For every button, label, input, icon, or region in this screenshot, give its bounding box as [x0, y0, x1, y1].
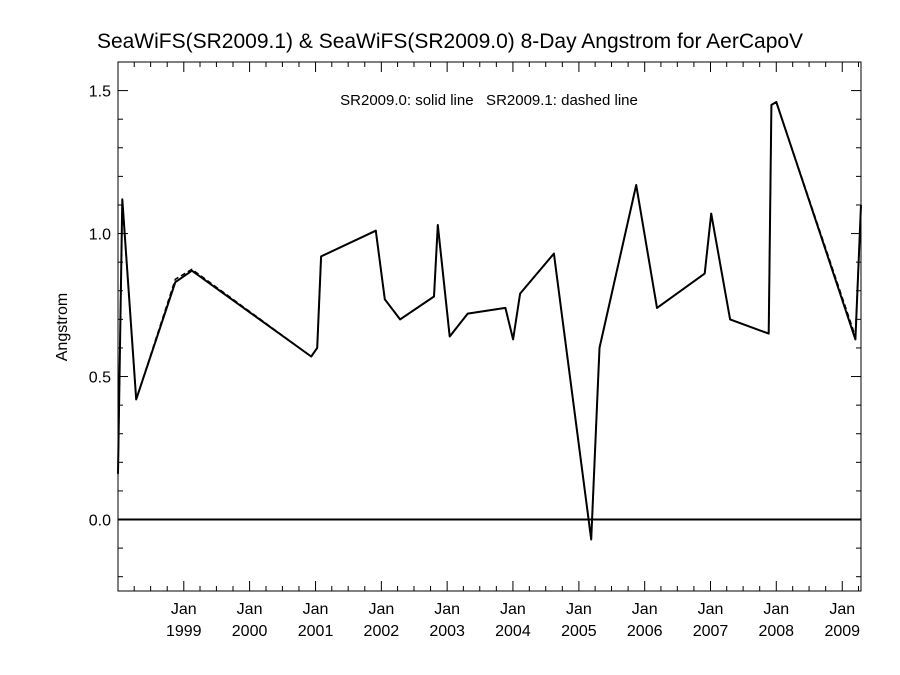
x-tick-year-label: 2004 [495, 623, 531, 640]
line-style-annotation: SR2009.0: solid line SR2009.1: dashed li… [340, 92, 638, 109]
x-tick-year-label: 2001 [298, 623, 334, 640]
x-tick-month-label: Jan [434, 601, 460, 618]
x-tick-month-label: Jan [698, 601, 724, 618]
x-tick-month-label: Jan [829, 601, 855, 618]
chart-title: SeaWiFS(SR2009.1) & SeaWiFS(SR2009.0) 8-… [96, 30, 804, 53]
x-tick-month-label: Jan [237, 601, 263, 618]
y-tick-label: 0.5 [89, 370, 111, 387]
x-tick-year-label: 2000 [232, 623, 268, 640]
series-line-sr2009-0 [117, 101, 862, 541]
x-tick-month-label: Jan [500, 601, 526, 618]
y-tick-label: 0.0 [89, 513, 111, 530]
x-tick-year-label: 2009 [824, 623, 860, 640]
series-line-sr2009-1 [117, 101, 862, 541]
x-tick-year-label: 2006 [627, 623, 663, 640]
x-axis: Jan 1999 Jan 2000 Jan 2001 Jan 2002 Jan 2003 Jan 20… [133, 62, 860, 640]
series-layer [117, 101, 862, 541]
x-tick-month-label: Jan [566, 601, 592, 618]
x-tick-month-label: Jan [763, 601, 789, 618]
y-tick-label: 1.5 [89, 84, 111, 101]
y-axis: 0.0 0.5 1.0 1.5 [89, 61, 861, 578]
y-axis-label: Angstrom [54, 293, 71, 361]
x-tick-month-label: Jan [303, 601, 329, 618]
plot-frame [117, 61, 862, 592]
x-tick-year-label: 2008 [758, 623, 794, 640]
x-tick-month-label: Jan [368, 601, 394, 618]
x-tick-year-label: 2007 [693, 623, 729, 640]
x-tick-year-label: 1999 [166, 623, 202, 640]
x-tick-year-label: 2003 [429, 623, 465, 640]
y-tick-label: 1.0 [89, 227, 111, 244]
x-tick-year-label: 2005 [561, 623, 597, 640]
x-tick-month-label: Jan [632, 601, 658, 618]
x-tick-month-label: Jan [171, 601, 197, 618]
x-tick-year-label: 2002 [364, 623, 400, 640]
